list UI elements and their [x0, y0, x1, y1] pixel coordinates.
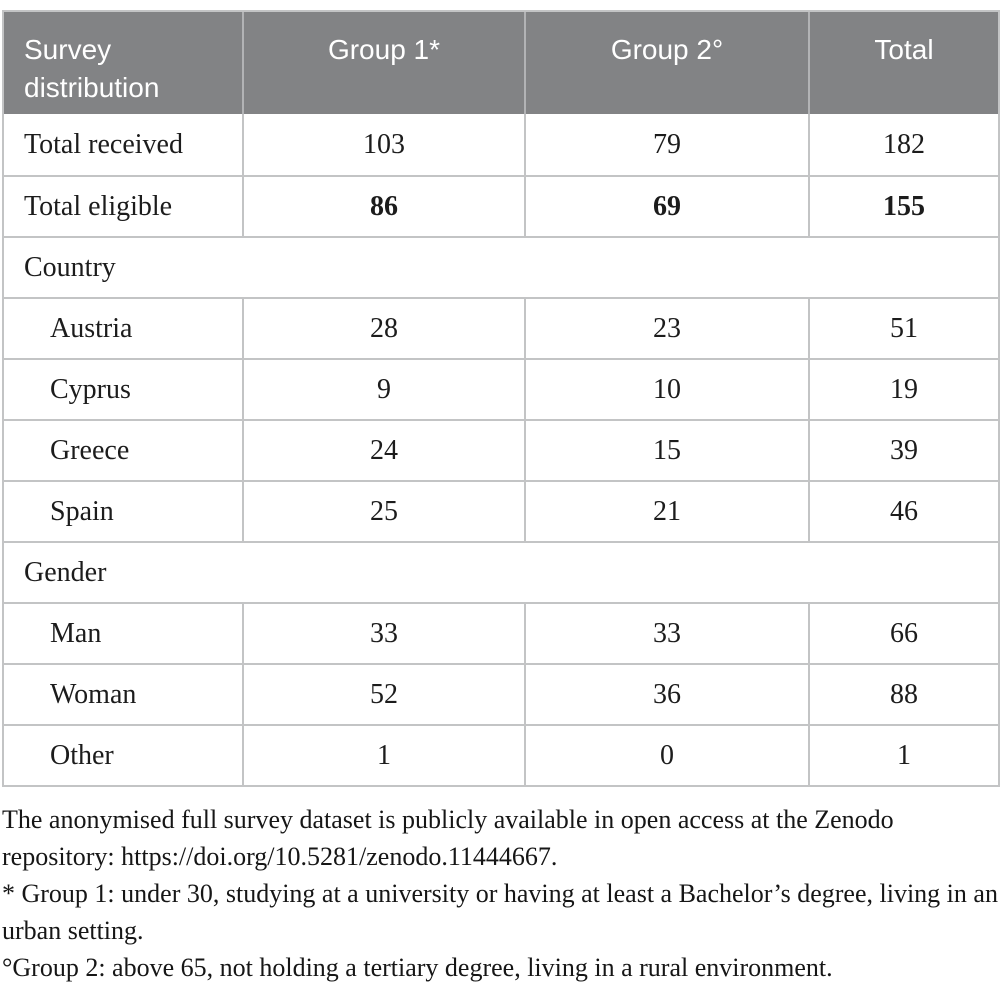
table-row-austria: Austria 28 23 51: [4, 297, 998, 358]
value-cell: 1: [808, 726, 998, 785]
row-label: Woman: [50, 678, 137, 710]
value-cell: 24: [242, 421, 524, 480]
value-cell: 46: [808, 482, 998, 541]
table-header-row: Survey distribution Group 1* Group 2° To…: [4, 12, 998, 114]
row-label: Total received: [24, 128, 183, 160]
table-row-man: Man 33 33 66: [4, 602, 998, 663]
value-cell: 15: [524, 421, 808, 480]
value-cell: 23: [524, 299, 808, 358]
column-header-total: Total: [808, 12, 998, 114]
table-section-row-gender: Gender: [4, 541, 998, 602]
column-header-survey-distribution: Survey distribution: [24, 34, 160, 103]
row-label: Austria: [50, 312, 133, 344]
value-cell: 79: [524, 114, 808, 175]
value-cell: 0: [524, 726, 808, 785]
row-label: Other: [50, 739, 114, 771]
value-cell: 25: [242, 482, 524, 541]
value-cell: 39: [808, 421, 998, 480]
page: Survey distribution Group 1* Group 2° To…: [0, 10, 1002, 1005]
table-section-row-country: Country: [4, 236, 998, 297]
value-cell: 19: [808, 360, 998, 419]
value-cell: 69: [524, 177, 808, 236]
table-row-total-received: Total received 103 79 182: [4, 114, 998, 175]
row-label: Cyprus: [50, 373, 131, 405]
row-label: Total eligible: [24, 190, 173, 222]
value-cell: 21: [524, 482, 808, 541]
value-cell: 33: [524, 604, 808, 663]
table-row-total-eligible: Total eligible 86 69 155: [4, 175, 998, 236]
value-cell: 28: [242, 299, 524, 358]
column-header-group1: Group 1*: [242, 12, 524, 114]
section-label: Gender: [24, 556, 107, 588]
value-cell: 36: [524, 665, 808, 724]
dataset-availability-note: The anonymised full survey dataset is pu…: [2, 805, 894, 871]
value-cell: 1: [242, 726, 524, 785]
row-label: Man: [50, 617, 102, 649]
section-label: Country: [24, 251, 116, 283]
value-cell: 103: [242, 114, 524, 175]
row-label: Spain: [50, 495, 114, 527]
value-cell: 52: [242, 665, 524, 724]
group1-footnote: * Group 1: under 30, studying at a unive…: [2, 879, 998, 945]
value-cell: 155: [808, 177, 998, 236]
table-row-cyprus: Cyprus 9 10 19: [4, 358, 998, 419]
table-row-spain: Spain 25 21 46: [4, 480, 998, 541]
value-cell: 9: [242, 360, 524, 419]
value-cell: 182: [808, 114, 998, 175]
survey-distribution-table: Survey distribution Group 1* Group 2° To…: [2, 10, 1000, 787]
value-cell: 33: [242, 604, 524, 663]
table-row-greece: Greece 24 15 39: [4, 419, 998, 480]
value-cell: 51: [808, 299, 998, 358]
table-row-other: Other 1 0 1: [4, 724, 998, 785]
column-header-group2: Group 2°: [524, 12, 808, 114]
value-cell: 10: [524, 360, 808, 419]
row-label: Greece: [50, 434, 130, 466]
group2-footnote: °Group 2: above 65, not holding a tertia…: [2, 953, 833, 982]
value-cell: 66: [808, 604, 998, 663]
table-row-woman: Woman 52 36 88: [4, 663, 998, 724]
table-footnotes: The anonymised full survey dataset is pu…: [2, 801, 1000, 986]
value-cell: 86: [242, 177, 524, 236]
value-cell: 88: [808, 665, 998, 724]
